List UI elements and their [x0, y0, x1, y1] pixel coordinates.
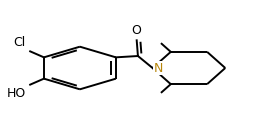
Text: N: N [154, 61, 163, 75]
Text: O: O [132, 24, 141, 37]
Text: HO: HO [7, 87, 26, 100]
Text: Cl: Cl [13, 36, 26, 49]
